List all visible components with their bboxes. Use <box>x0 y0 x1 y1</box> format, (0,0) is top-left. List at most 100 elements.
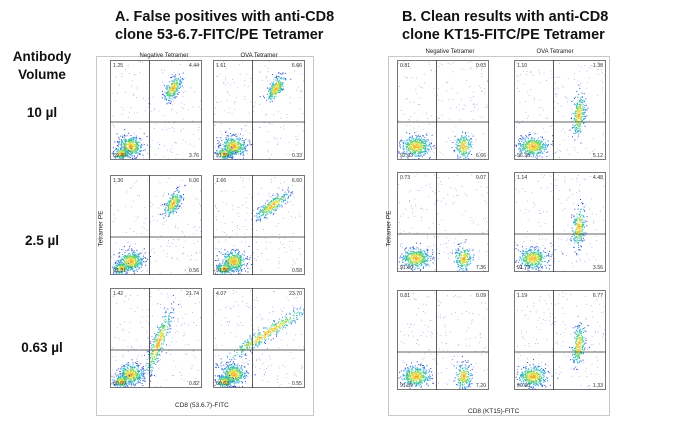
event-dot <box>223 82 225 83</box>
event-dot <box>175 205 177 207</box>
event-dot <box>131 378 133 380</box>
event-dot <box>230 267 232 269</box>
event-dot <box>140 233 142 235</box>
event-dot <box>237 150 239 152</box>
event-dot <box>173 75 175 77</box>
event-dot <box>236 256 238 258</box>
event-dot <box>140 377 142 379</box>
event-dot <box>154 350 156 352</box>
event-dot <box>273 93 275 94</box>
event-dot <box>227 92 229 94</box>
event-dot <box>235 158 236 160</box>
event-dot <box>275 89 277 91</box>
event-dot <box>270 213 272 215</box>
event-dot <box>233 142 235 144</box>
event-dot <box>150 362 152 363</box>
event-dot <box>170 87 172 89</box>
event-dot <box>119 368 121 370</box>
event-dot <box>219 150 221 152</box>
event-dot <box>125 378 127 380</box>
event-dot <box>163 250 164 252</box>
plot-frame <box>110 175 202 275</box>
event-dot <box>189 296 191 297</box>
event-dot <box>231 113 233 114</box>
event-dot <box>124 383 126 384</box>
event-dot <box>128 263 130 265</box>
event-dot <box>130 267 132 269</box>
event-dot <box>134 258 136 260</box>
event-dot <box>274 209 276 211</box>
event-dot <box>131 368 133 370</box>
event-dot <box>269 209 271 211</box>
event-dot <box>137 266 139 268</box>
event-dot <box>111 375 113 377</box>
event-dot <box>240 152 242 154</box>
event-dot <box>232 147 234 148</box>
event-dot <box>231 261 233 263</box>
event-dot <box>130 295 131 296</box>
event-dot <box>215 272 216 274</box>
event-dot <box>133 367 135 369</box>
event-dot <box>112 147 114 149</box>
event-dot <box>120 267 122 269</box>
event-dot <box>282 196 284 198</box>
event-dot <box>270 201 272 203</box>
event-dot <box>128 332 130 333</box>
event-dot <box>233 153 234 155</box>
quadrant-value-ur: 6.66 <box>292 63 302 69</box>
event-dot <box>225 266 227 268</box>
event-dot <box>227 251 229 253</box>
event-dot <box>234 258 236 260</box>
event-dot <box>159 272 161 274</box>
event-dot <box>128 374 130 376</box>
event-dot <box>121 382 123 384</box>
event-dot <box>117 374 119 376</box>
event-dot <box>173 85 175 86</box>
event-dot <box>131 374 133 375</box>
event-dot <box>216 219 217 221</box>
event-dot <box>125 266 127 268</box>
event-dot <box>225 154 227 156</box>
event-dot <box>240 150 242 152</box>
event-dot <box>123 155 125 157</box>
event-dot <box>225 144 227 146</box>
event-dot <box>225 131 227 133</box>
event-dot <box>134 384 136 386</box>
event-dot <box>123 377 125 379</box>
event-dot <box>126 146 128 148</box>
event-dot <box>125 262 127 264</box>
event-dot <box>279 77 281 78</box>
event-dot <box>271 92 273 94</box>
event-dot <box>178 78 179 80</box>
event-dot <box>232 151 234 153</box>
event-dot <box>125 255 127 257</box>
event-dot <box>171 202 173 204</box>
event-dot <box>125 296 126 297</box>
event-dot <box>247 85 249 87</box>
event-dot <box>130 374 132 376</box>
event-dot <box>118 148 119 150</box>
event-dot <box>160 214 162 215</box>
event-dot <box>121 114 123 115</box>
event-dot <box>233 270 235 272</box>
event-dot <box>171 206 173 208</box>
event-dot <box>224 148 226 150</box>
event-dot <box>218 267 220 268</box>
event-dot <box>231 156 233 158</box>
event-dot <box>182 200 184 202</box>
event-dot <box>271 206 273 208</box>
event-dot <box>164 97 166 99</box>
event-dot <box>157 331 159 333</box>
event-dot <box>122 370 124 372</box>
event-dot <box>275 95 277 97</box>
event-dot <box>200 190 201 192</box>
event-dot <box>128 264 130 266</box>
event-dot <box>140 382 141 384</box>
event-dot <box>284 195 286 197</box>
event-dot <box>123 378 125 380</box>
event-dot <box>251 219 253 221</box>
event-dot <box>228 256 230 257</box>
event-dot <box>132 252 134 253</box>
event-dot <box>118 379 120 381</box>
event-dot <box>234 250 236 252</box>
